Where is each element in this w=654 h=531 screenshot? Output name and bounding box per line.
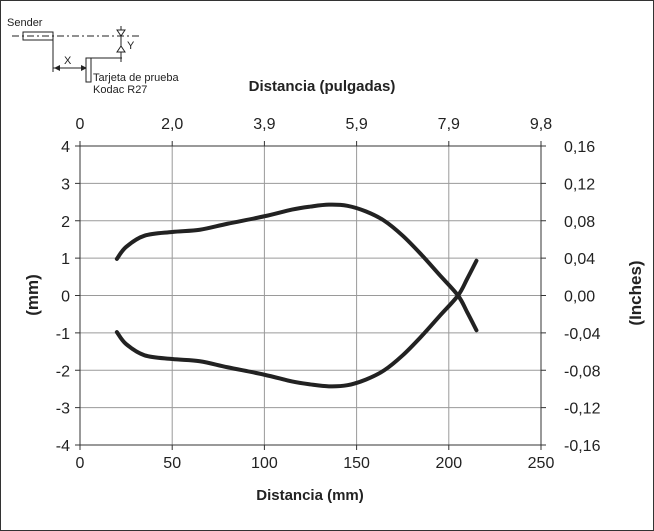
x-tick-label: 200 [435,455,462,472]
y-tick-label: 3 [61,176,70,193]
x-tick-label: 100 [251,455,278,472]
x-dim-label: X [64,55,72,67]
upper-curve-line [114,202,479,333]
top-tick-label: 9,8 [530,116,552,133]
y-tick-label: 4 [61,139,70,156]
x-tick-label: 50 [163,455,181,472]
x-dim-arrow-right [81,65,87,71]
y-tick-label: 2 [61,214,70,231]
right-tick-label: 0,12 [564,176,595,193]
top-tick-label: 3,9 [253,116,275,133]
right-tick-label: -0,04 [564,326,601,343]
test-card [85,57,92,83]
target-label-line2: Kodac R27 [93,84,147,96]
top-tick-label: 2,0 [161,116,183,133]
right-tick-label: 0,08 [564,214,595,231]
y-tick-label: 1 [61,251,70,268]
right-tick-label: 0,00 [564,289,595,306]
sender-label: Sender [7,17,43,29]
right-tick-label: 0,16 [564,139,595,156]
y-tick-label: -3 [56,401,70,418]
series-group [114,202,479,389]
lower-curve-line [114,258,479,389]
y-axis-title: (mm) [23,274,42,316]
target-label-line1: Tarjeta de prueba [93,72,179,84]
x-tick-label: 0 [76,455,85,472]
x-tick-label: 150 [343,455,370,472]
y-dim-arrow-bottom [116,45,126,53]
x-tick-label: 250 [528,455,555,472]
y-dim-arrow-top [116,29,126,37]
x-axis-title: Distancia (mm) [256,487,364,504]
top-tick-label: 0 [76,116,85,133]
top-tick-label: 7,9 [438,116,460,133]
x-dim-arrow-left [54,65,60,71]
top-tick-label: 5,9 [345,116,367,133]
setup-diagram: Sender X Y Tarjeta de prueba Kodac R27 [7,17,179,96]
grid-lines [80,146,541,445]
right-tick-label: 0,04 [564,251,595,268]
y-tick-label: -2 [56,363,70,380]
right-tick-label: -0,16 [564,438,601,455]
y-tick-label: 0 [61,289,70,306]
right-tick-label: -0,08 [564,363,601,380]
y-tick-label: -4 [56,438,70,455]
axis-ticks: 0 0 50 2,0 100 3,9 150 5,9 200 7,9 250 9,8 -4 -0,16 -3… [56,116,601,472]
right-tick-label: -0,12 [564,401,601,418]
y-dim-label: Y [127,40,135,52]
y-tick-label: -1 [56,326,70,343]
right-axis-title: (Inches) [626,260,645,325]
top-axis-title: Distancia (pulgadas) [249,78,396,95]
